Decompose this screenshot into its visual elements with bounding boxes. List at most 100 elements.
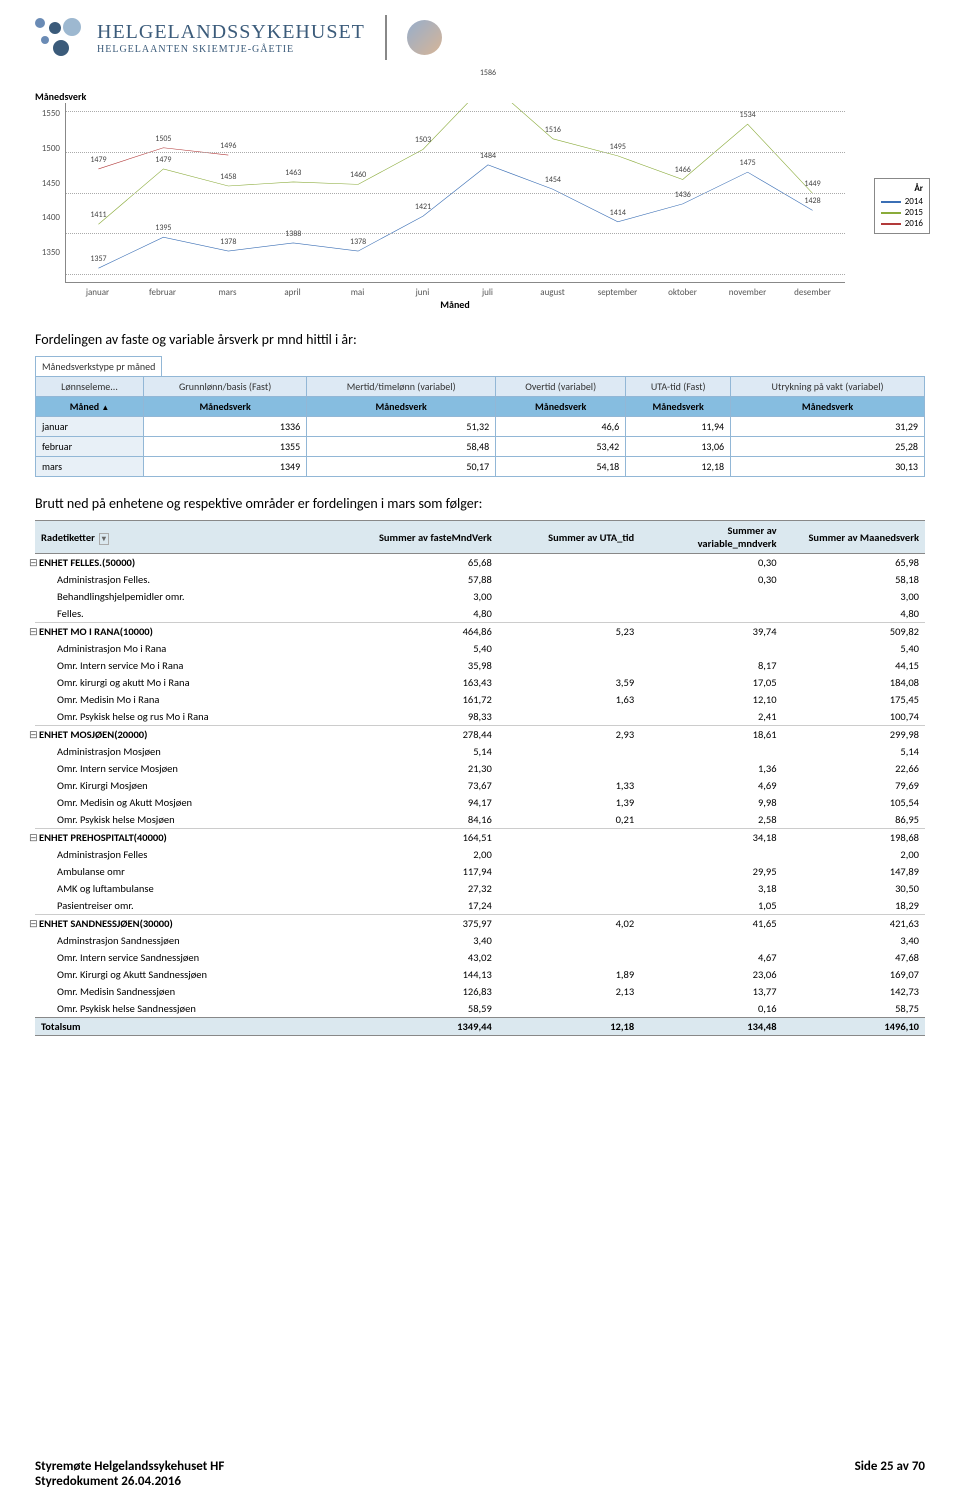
table2-cell: 2,93	[498, 726, 640, 744]
footer-left: Styremøte Helgelandssykehuset HF Styredo…	[35, 1459, 224, 1489]
table2-cell: 98,33	[355, 708, 497, 726]
table2-rowlabel: Omr. kirurgi og akutt Mo i Rana	[35, 674, 355, 691]
data-label: 1479	[90, 155, 106, 165]
table2-cell	[498, 863, 640, 880]
logo-dots-icon	[35, 18, 85, 58]
table2-cell: 18,29	[783, 897, 925, 915]
table2-cell	[498, 605, 640, 623]
table1-col: Lønnseleme...	[36, 377, 144, 397]
page-footer: Styremøte Helgelandssykehuset HF Styredo…	[35, 1459, 925, 1489]
table2-rowlabel: Omr. Intern service Mo i Rana	[35, 657, 355, 674]
legend-swatch	[881, 212, 901, 214]
table2-row: ⊟ENHET MOSJØEN(20000)278,442,9318,61299,…	[35, 726, 925, 744]
table2-row: Ambulanse omr117,9429,95147,89	[35, 863, 925, 880]
x-tick: januar	[65, 287, 130, 298]
line-chart: Månedsverk 15501500145014001350 13571395…	[35, 90, 925, 311]
table2-rowlabel: ⊟ENHET PREHOSPITALT(40000)	[35, 829, 355, 847]
table2-cell	[498, 760, 640, 777]
chart-y-title: Månedsverk	[35, 90, 925, 103]
table2-cell: 30,50	[783, 880, 925, 897]
table1-corner[interactable]: Måned ▲	[36, 397, 144, 417]
table1-cell: 13,06	[626, 437, 731, 457]
x-tick: juli	[455, 287, 520, 298]
table2-cell	[498, 571, 640, 588]
expand-icon[interactable]: ⊟	[29, 728, 39, 741]
table2-row: Behandlingshjelpemidler omr.3,003,00	[35, 588, 925, 605]
expand-icon[interactable]: ⊟	[29, 625, 39, 638]
expand-icon[interactable]: ⊟	[29, 556, 39, 569]
legend-swatch	[881, 201, 901, 203]
table2-cell: 169,07	[783, 966, 925, 983]
data-label: 1414	[610, 208, 626, 218]
table1-col: Mertid/timelønn (variabel)	[307, 377, 496, 397]
table2-cell: 2,13	[498, 983, 640, 1000]
table2-cell	[640, 640, 782, 657]
table2-cell: 1,63	[498, 691, 640, 708]
table2-cell: 1,05	[640, 897, 782, 915]
data-label: 1460	[350, 170, 366, 180]
table2-cell	[498, 846, 640, 863]
legend-label: 2016	[905, 218, 923, 229]
table2-cell: 4,02	[498, 915, 640, 933]
dropdown-icon[interactable]: ▾	[99, 533, 109, 545]
expand-icon[interactable]: ⊟	[29, 917, 39, 930]
table2-row: Administrasjon Felles2,002,00	[35, 846, 925, 863]
table1-cell: 1336	[144, 417, 307, 437]
table2-rowlabel: Omr. Intern service Sandnessjøen	[35, 949, 355, 966]
table2-cell: 84,16	[355, 811, 497, 829]
table2-total-cell: 1349,44	[355, 1018, 497, 1036]
legend-label: 2014	[905, 196, 923, 207]
table2-cell: 34,18	[640, 829, 782, 847]
table2-rowlabel: Felles.	[35, 605, 355, 623]
data-label: 1479	[155, 155, 171, 165]
table2-cell	[498, 657, 640, 674]
table2-cell: 47,68	[783, 949, 925, 966]
table2-rowlabel: AMK og luftambulanse	[35, 880, 355, 897]
table2-cell: 1,33	[498, 777, 640, 794]
table2-col: Radetiketter▾	[35, 521, 355, 554]
table2-row: Omr. Medisin Mo i Rana161,721,6312,10175…	[35, 691, 925, 708]
table1-row: januar133651,3246,611,9431,29	[36, 417, 925, 437]
table2-rowlabel: Omr. Psykisk helse og rus Mo i Rana	[35, 708, 355, 726]
table2-rowlabel: Omr. Intern service Mosjøen	[35, 760, 355, 777]
table1-cell: 11,94	[626, 417, 731, 437]
expand-icon[interactable]: ⊟	[29, 831, 39, 844]
table1-row: februar135558,4853,4213,0625,28	[36, 437, 925, 457]
table2-cell	[498, 1000, 640, 1018]
table1-rowlabel: januar	[36, 417, 144, 437]
table2-cell: 299,98	[783, 726, 925, 744]
data-label: 1436	[675, 190, 691, 200]
data-label: 1496	[220, 141, 236, 151]
table2-rowlabel: ⊟ENHET SANDNESSJØEN(30000)	[35, 915, 355, 933]
table2-cell: 4,80	[783, 605, 925, 623]
table2-cell: 5,23	[498, 623, 640, 641]
data-label: 1357	[90, 254, 106, 264]
table2-header: Radetiketter▾Summer av fasteMndVerkSumme…	[35, 521, 925, 554]
table2-cell: 29,95	[640, 863, 782, 880]
table2-rowlabel: Omr. Medisin Mo i Rana	[35, 691, 355, 708]
table2-cell: 5,40	[355, 640, 497, 657]
data-label: 1378	[220, 237, 236, 247]
table2-rowlabel: Omr. Kirurgi og Akutt Sandnessjøen	[35, 966, 355, 983]
table2-cell	[498, 829, 640, 847]
data-label: 1411	[90, 210, 106, 220]
table1-cell: 12,18	[626, 457, 731, 477]
table2-cell: 147,89	[783, 863, 925, 880]
legend-swatch	[881, 223, 901, 225]
table2-cell: 23,06	[640, 966, 782, 983]
table2-cell	[498, 640, 640, 657]
logo-round-icon	[407, 20, 442, 55]
table2-cell: 4,67	[640, 949, 782, 966]
data-label: 1505	[155, 134, 171, 144]
table2-rowlabel: Omr. Psykisk helse Mosjøen	[35, 811, 355, 829]
table2-cell: 1,89	[498, 966, 640, 983]
table2-cell	[498, 554, 640, 572]
table2-row: Omr. Psykisk helse og rus Mo i Rana98,33…	[35, 708, 925, 726]
table2-row: ⊟ENHET FELLES.(50000)65,680,3065,98	[35, 554, 925, 572]
table2-rowlabel: Omr. Medisin og Akutt Mosjøen	[35, 794, 355, 811]
table2-cell: 3,40	[355, 932, 497, 949]
table2-cell	[640, 588, 782, 605]
table1-col: Utrykning på vakt (variabel)	[731, 377, 925, 397]
table2-cell: 375,97	[355, 915, 497, 933]
table2-cell	[640, 846, 782, 863]
